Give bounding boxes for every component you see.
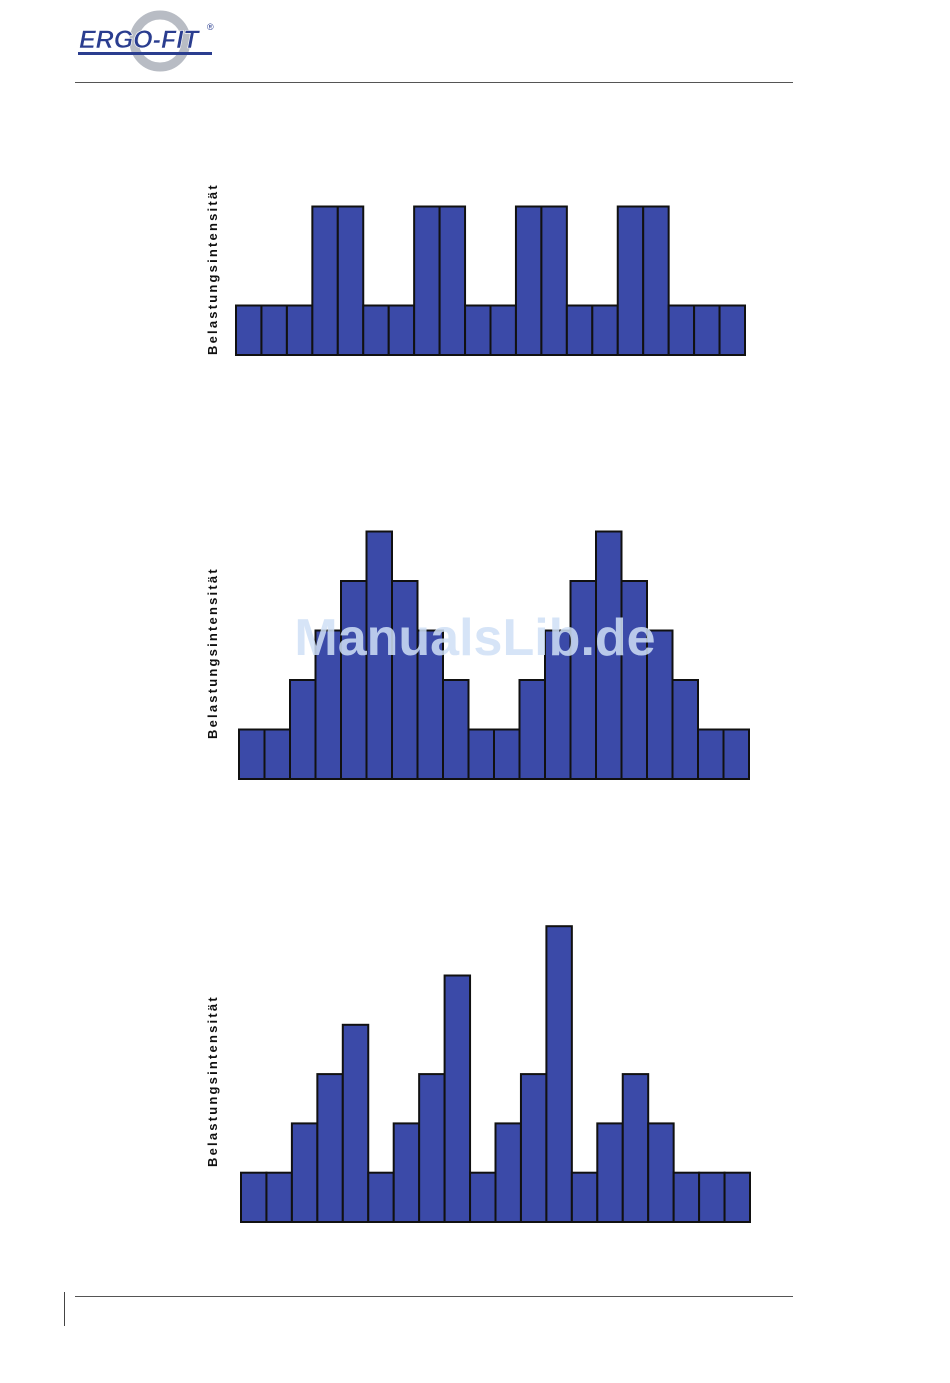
chart-1-bar-5	[336, 205, 365, 356]
chart-3-bar-9	[443, 974, 472, 1223]
chart-2-bar-5	[340, 580, 368, 780]
logo-ring-icon	[129, 10, 191, 72]
chart-3-bar-2	[265, 1171, 293, 1223]
chart-1-bar-4	[311, 205, 339, 356]
chart-1-y-axis-label: Belastungsintensität	[205, 183, 220, 355]
chart-1-bar-19	[693, 304, 721, 356]
chart-3-bar-14	[570, 1171, 599, 1223]
logo-registered: ®	[207, 22, 214, 32]
chart-1-bar-18	[667, 304, 696, 356]
chart-2-bar-10	[467, 728, 495, 780]
chart-1-bar-7	[387, 304, 416, 356]
chart-2-bar-20	[722, 728, 750, 780]
chart-3-bar-18	[672, 1171, 701, 1223]
chart-2-y-axis-label: Belastungsintensität	[205, 567, 220, 739]
chart-1-bar-10	[464, 304, 492, 356]
chart-3-bar-11	[494, 1122, 522, 1224]
ergo-fit-logo: ERGO-FIT ®	[78, 10, 214, 72]
chart-1-bar-14	[565, 304, 594, 356]
chart-3-bar-7	[392, 1122, 421, 1224]
chart-3-bar-6	[367, 1171, 395, 1223]
chart-1-bar-12	[514, 205, 543, 356]
chart-3-bar-10	[469, 1171, 497, 1223]
chart-2-bar-4	[314, 629, 342, 780]
header-rule	[75, 82, 793, 83]
logo-underline	[78, 52, 212, 55]
chart-2	[238, 530, 750, 780]
chart-2-bar-13	[544, 629, 572, 780]
chart-1-bar-15	[591, 304, 619, 356]
chart-3-y-axis-label: Belastungsintensität	[205, 995, 220, 1167]
chart-2-bar-8	[416, 629, 444, 780]
chart-2-bar-16	[620, 580, 648, 780]
chart-1-bar-20	[718, 304, 746, 356]
chart-1-bar-16	[616, 205, 645, 356]
chart-1-bar-1	[235, 304, 263, 356]
chart-1-bar-6	[362, 304, 390, 356]
chart-2-bar-19	[697, 728, 725, 780]
chart-2-bar-6	[365, 530, 393, 780]
chart-1-bar-17	[642, 205, 670, 356]
chart-1-bar-9	[438, 205, 467, 356]
chart-3-bar-1	[240, 1171, 268, 1223]
chart-2-bar-17	[646, 629, 674, 780]
chart-1-bar-8	[413, 205, 441, 356]
chart-3-bar-15	[596, 1122, 624, 1224]
chart-3-bar-19	[698, 1171, 726, 1223]
chart-2-bar-12	[518, 679, 546, 780]
chart-3-bar-3	[290, 1122, 319, 1224]
chart-3-bar-8	[418, 1073, 446, 1223]
chart-1-bar-3	[285, 304, 314, 356]
chart-3-bar-17	[647, 1122, 675, 1224]
chart-1-bar-2	[260, 304, 288, 356]
chart-2-bar-11	[493, 728, 521, 780]
chart-2-bar-3	[289, 679, 317, 780]
chart-3	[240, 925, 751, 1224]
chart-3-bar-16	[621, 1073, 650, 1223]
chart-2-bar-14	[569, 580, 597, 780]
chart-1-bar-13	[540, 205, 568, 356]
chart-1-bar-11	[489, 304, 517, 356]
chart-2-bar-15	[595, 530, 623, 780]
chart-2-bar-1	[238, 728, 266, 780]
chart-1	[235, 205, 746, 356]
chart-2-bar-7	[391, 580, 419, 780]
chart-3-bar-5	[341, 1023, 370, 1224]
chart-3-bar-13	[545, 925, 573, 1223]
chart-2-bar-18	[671, 679, 699, 780]
chart-2-bar-2	[263, 728, 291, 780]
chart-3-bar-12	[519, 1073, 548, 1223]
footer-rule	[75, 1296, 793, 1297]
logo-text: ERGO-FIT	[79, 26, 201, 54]
chart-3-bar-4	[316, 1073, 344, 1223]
chart-2-bar-9	[442, 679, 470, 780]
page-margin-mark	[64, 1292, 65, 1326]
chart-3-bar-20	[723, 1171, 751, 1223]
